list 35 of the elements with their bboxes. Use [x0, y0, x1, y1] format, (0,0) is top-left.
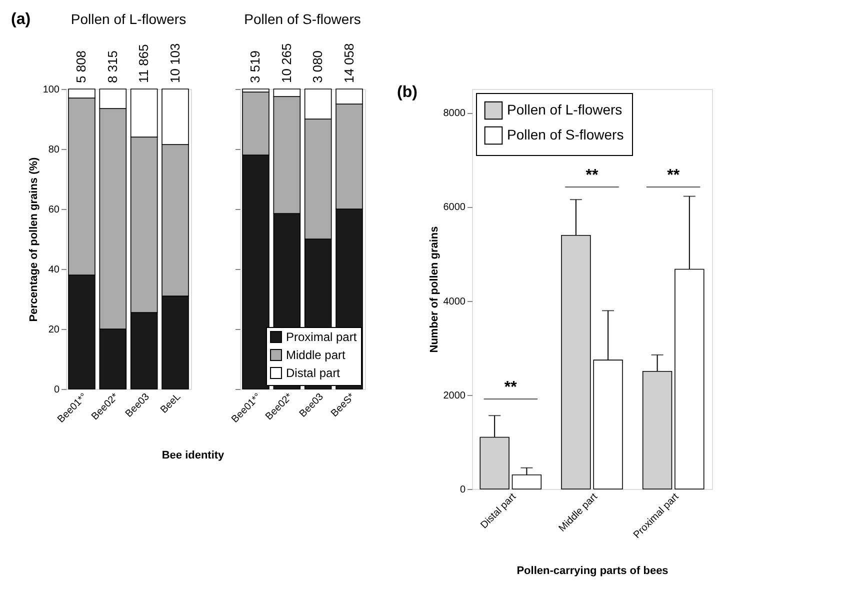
y-tick-label: 0 [460, 484, 466, 496]
y-tick-label: 100 [42, 84, 60, 96]
annotation: ** [586, 167, 599, 184]
x-axis-title: Pollen-carrying parts of bees [516, 565, 668, 578]
y-axis-title: Percentage of pollen grains (%) [28, 156, 40, 322]
annotation: ** [667, 167, 680, 184]
text: 8 315 [104, 50, 120, 83]
legend-label: Distal part [286, 366, 341, 380]
text: 11 865 [136, 44, 152, 83]
legend-label: Proximal part [286, 330, 358, 344]
text: (b) [397, 84, 418, 101]
x-axis-title: Bee identity [162, 450, 226, 462]
text: 14 058 [341, 43, 356, 83]
annotation: ** [504, 379, 518, 396]
legend-label: Middle part [286, 348, 346, 362]
y-tick-label: 80 [48, 144, 60, 156]
y-tick-label: 6000 [443, 202, 466, 214]
text: 5 808 [74, 50, 89, 83]
text: 3 519 [248, 50, 263, 83]
y-tick-label: 0 [54, 384, 60, 396]
text: (a) [11, 11, 31, 28]
chart-title: Pollen of L-flowers [70, 11, 186, 27]
legend-label: Pollen of L-flowers [507, 102, 622, 118]
y-tick-label: 2000 [443, 390, 466, 402]
text: 3 080 [310, 50, 326, 83]
y-tick-label: 60 [48, 204, 60, 216]
chart-title: Pollen of S-flowers [244, 11, 361, 27]
y-tick-label: 20 [48, 324, 60, 336]
legend-label: Pollen of S-flowers [507, 126, 624, 142]
y-tick-label: 40 [48, 264, 60, 276]
y-tick-label: 4000 [443, 296, 466, 308]
y-axis-title: Number of pollen grains [428, 226, 440, 353]
y-tick-label: 8000 [443, 108, 466, 120]
text: 10 103 [167, 43, 182, 83]
text: 10 265 [278, 43, 294, 83]
